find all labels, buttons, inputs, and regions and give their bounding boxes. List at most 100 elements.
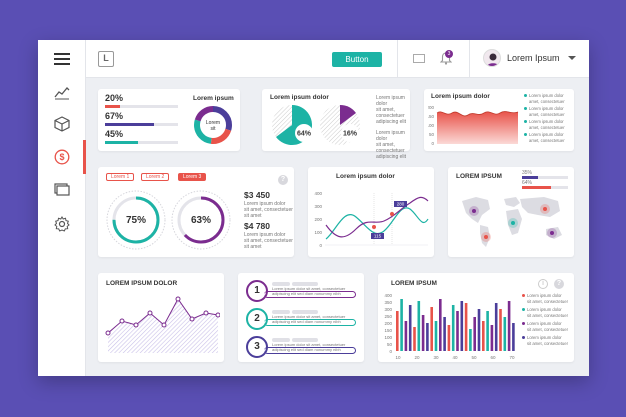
legend-text: Lorem ipsum dolor: [376, 95, 405, 107]
card-title: Lorem ipsum: [193, 95, 234, 102]
placeholder-bar: [292, 310, 318, 314]
info-icon[interactable]: i: [538, 279, 548, 289]
bar: [451, 305, 455, 351]
stat-2-bar: [522, 186, 568, 189]
legend-item: Lorem ipsum dolor amet, consectetuer: [524, 132, 572, 143]
bar: [512, 323, 515, 351]
y-tick: 300: [314, 204, 322, 209]
bar: [477, 309, 481, 351]
bar: [434, 321, 438, 351]
chevron-down-icon[interactable]: [568, 56, 576, 60]
y-tick: 200: [384, 321, 392, 326]
steps-card: 1 Lorem ipsum dolor sit amet, consectetu…: [238, 273, 364, 362]
progress-bar: [105, 123, 178, 126]
y-tick: 0: [431, 141, 434, 146]
stat-1: 35%: [522, 170, 533, 176]
hamburger-menu-icon[interactable]: [54, 53, 70, 65]
bar: [456, 311, 459, 351]
step-3-pill: [264, 347, 356, 354]
y-tick: 50: [429, 132, 435, 137]
bar: [494, 303, 498, 351]
gauge1-label: 75%: [126, 215, 146, 226]
progress-card: 20% 67% 45% Lorem ipsum Lorem sit: [98, 89, 240, 151]
x-tick: 30: [433, 355, 439, 360]
bar: [447, 325, 451, 351]
gauge-card: Lorem 1 Lorem 2 Lorem 3 ? 75% 63% $3 450…: [98, 167, 294, 257]
legend-item: Lorem ipsum dolor sit amet, consectetuer: [522, 335, 572, 346]
cube-icon[interactable]: [54, 116, 70, 132]
tab-lorem-3[interactable]: Lorem 3: [178, 173, 207, 181]
mail-icon[interactable]: [413, 54, 425, 63]
pie2-label: 16%: [343, 131, 358, 138]
y-tick: 150: [428, 114, 434, 119]
help-icon[interactable]: ?: [278, 175, 288, 185]
placeholder-bar: [292, 282, 318, 286]
line-chart-icon[interactable]: [54, 84, 70, 100]
bar-legend: Lorem ipsum dolor sit amet, consectetuer …: [522, 293, 572, 346]
y-tick: 0: [389, 349, 392, 354]
stat-1-bar: [522, 176, 568, 179]
legend-item: Lorem ipsum dolor sit amet, consectetuer: [522, 307, 572, 318]
step-3-text: Lorem ipsum dolor sit amet, consectetuer…: [272, 342, 346, 352]
svg-text:sit: sit: [211, 126, 217, 132]
x-tick: 60: [490, 355, 496, 360]
pie-legend: Lorem ipsum dolor sit amet, consectetuer…: [376, 95, 410, 160]
y-tick: 400: [314, 191, 322, 196]
legend-item: Lorem ipsum dolor amet, consectetuer: [524, 119, 572, 130]
legend-item: Lorem ipsum dolor sit amet, consectetuer: [522, 321, 572, 332]
bar-chart-card: LOREM IPSUM i ? 400 350 300 250 200 150 …: [378, 273, 574, 362]
y-tick: 50: [387, 342, 393, 347]
donut-center-text: Lorem: [206, 120, 220, 126]
user-name[interactable]: Lorem Ipsum: [507, 53, 560, 63]
step-1-pill: [264, 291, 356, 298]
line-chart-card: Lorem ipsum dolor 400 300 200 100 0 280 …: [308, 167, 434, 257]
y-tick: 350: [384, 300, 392, 305]
dashboard-window: $ L Button 3 Lorem Ipsum 20% 67% 45% Lor…: [38, 40, 589, 376]
pie-card: Lorem ipsum dolor 64% 16% Lorem ipsum do…: [262, 89, 410, 160]
bar: [400, 299, 403, 351]
bar: [417, 301, 421, 351]
area-chart: 200 150 100 50 0: [428, 105, 519, 146]
x-tick: 50: [471, 355, 477, 360]
progress-bar: [105, 105, 178, 108]
amount-2: $4 780: [244, 221, 270, 231]
bar: [439, 299, 442, 351]
bar: [443, 317, 446, 351]
gauge2-label: 63%: [191, 215, 211, 226]
tab-lorem-2[interactable]: Lorem 2: [141, 173, 170, 181]
primary-button[interactable]: Button: [332, 52, 382, 67]
amount-1-desc: Lorem ipsum dolor sit amet, consectetuer…: [244, 201, 293, 219]
bar: [469, 329, 472, 351]
help-icon[interactable]: ?: [554, 279, 564, 289]
cards-icon[interactable]: [54, 181, 70, 197]
bar: [503, 317, 507, 351]
bar: [460, 301, 464, 351]
lower-area-chart: [105, 296, 220, 353]
legend-text: sit amet, consectetuer: [376, 107, 405, 119]
tab-lorem-1[interactable]: Lorem 1: [106, 173, 135, 181]
bar: [430, 307, 433, 351]
pie-charts: 64% 16%: [272, 105, 360, 145]
marker-2-label: 115: [374, 234, 382, 239]
y-tick: 200: [428, 105, 434, 110]
dollar-icon[interactable]: $: [54, 149, 70, 165]
legend-item: Lorem ipsum dolor amet, consectetuer: [524, 93, 572, 104]
avatar[interactable]: [483, 49, 501, 67]
y-tick: 150: [384, 328, 392, 333]
top-header: L Button 3 Lorem Ipsum: [86, 40, 589, 78]
donut-chart: Lorem sit: [194, 106, 232, 144]
step-2-pill: [264, 319, 356, 326]
card-title: Lorem ipsum dolor: [270, 94, 329, 101]
y-tick: 400: [384, 293, 392, 298]
x-tick: 20: [414, 355, 420, 360]
area-legend: Lorem ipsum dolor amet, consectetuer Lore…: [524, 93, 572, 143]
area-card: Lorem ipsum dolor 200 150 100 50 0 Lorem…: [424, 89, 574, 151]
card-title: LOREM IPSUM: [456, 173, 502, 180]
step-2-text: Lorem ipsum dolor sit amet, consectetuer…: [272, 314, 346, 324]
svg-text:$: $: [59, 152, 64, 162]
gear-icon[interactable]: [54, 216, 70, 232]
user-avatar-icon: [487, 53, 499, 66]
bar: [404, 321, 408, 351]
bar: [473, 317, 476, 351]
stat-2: 64%: [522, 180, 533, 186]
